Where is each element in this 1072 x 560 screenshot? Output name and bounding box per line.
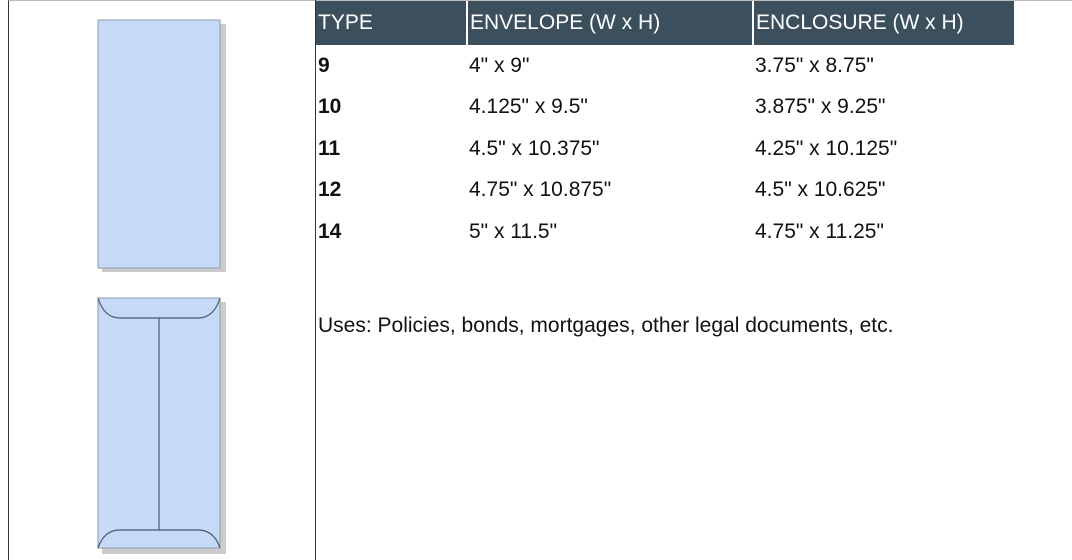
size-cell: 4.5" x 10.625" [753,170,1015,212]
envelope-illustrations [8,0,318,560]
type-cell: 11 [316,128,467,170]
size-cell: 4.75" x 10.875" [467,170,753,212]
size-cell: 4" x 9" [467,45,753,87]
size-cell: 3.875" x 9.25" [753,87,1015,129]
header-cell: ENCLOSURE (W x H) [753,1,1015,45]
size-cell: 3.75" x 8.75" [753,45,1015,87]
size-cell: 5" x 11.5" [467,211,753,253]
type-cell: 9 [316,45,467,87]
type-cell: 14 [316,211,467,253]
page: TYPEENVELOPE (W x H)ENCLOSURE (W x H) 94… [0,0,1072,560]
size-cell: 4.125" x 9.5" [467,87,753,129]
size-cell: 4.75" x 11.25" [753,211,1015,253]
uses-text: Uses: Policies, bonds, mortgages, other … [318,306,1008,345]
size-cell: 4.25" x 10.125" [753,128,1015,170]
type-cell: 10 [316,87,467,129]
header-cell: TYPE [316,1,467,45]
header-cell: ENVELOPE (W x H) [467,1,753,45]
type-cell: 12 [316,170,467,212]
size-cell: 4.5" x 10.375" [467,128,753,170]
